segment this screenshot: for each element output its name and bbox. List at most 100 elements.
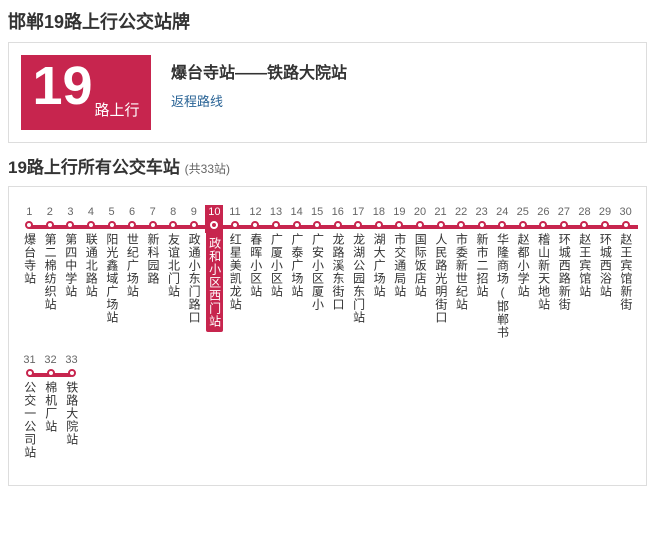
station-stop[interactable]: 5阳光鑫域广场站 [101, 205, 122, 339]
station-name: 第二棉纺织站 [44, 233, 57, 311]
station-stop[interactable]: 17龙湖公园东门站 [348, 205, 369, 339]
station-stop[interactable]: 23 新市二招站 [471, 205, 492, 339]
station-stop[interactable]: 26稽山新天地站 [533, 205, 554, 339]
station-name: 龙湖公园东门站 [352, 233, 365, 324]
station-number: 1 [26, 205, 32, 219]
route-number: 19 [32, 59, 92, 113]
station-name: 人民路光明街口 [434, 233, 447, 324]
station-stop[interactable]: 25赵都小学站 [513, 205, 534, 339]
station-dot-icon [47, 369, 55, 377]
station-name: 湖大广场站 [373, 233, 386, 298]
station-stop[interactable]: 20国际饭店站 [410, 205, 431, 339]
station-stop[interactable]: 30赵王宾馆新街 [615, 205, 636, 339]
station-dot-icon [210, 221, 218, 229]
station-stop[interactable]: 27环城西路新街 [554, 205, 575, 339]
station-stop[interactable]: 33 铁路大院站 [61, 353, 82, 459]
station-dot-icon [46, 221, 54, 229]
station-stop[interactable]: 15广安小区厦小 [307, 205, 328, 339]
section-title-text: 19路上行所有公交车站 [8, 158, 180, 177]
return-route-link[interactable]: 返程路线 [171, 94, 223, 109]
station-name: 赵都小学站 [516, 233, 529, 298]
station-name: 政通小东门路口 [187, 233, 200, 324]
stations-row-2: 31 公交一公司站 32棉机厂站 33 铁路大院站 [19, 353, 636, 459]
station-name: 赵王宾馆站 [578, 233, 591, 298]
station-dot-icon [68, 369, 76, 377]
station-number: 20 [414, 205, 426, 219]
station-stop[interactable]: 2第二棉纺织站 [40, 205, 61, 339]
station-dot-icon [580, 221, 588, 229]
station-number: 8 [170, 205, 176, 219]
station-stop[interactable]: 18湖大广场站 [369, 205, 390, 339]
station-number: 6 [129, 205, 135, 219]
station-number: 16 [332, 205, 344, 219]
station-number: 3 [67, 205, 73, 219]
station-stop[interactable]: 13 广厦小区站 [266, 205, 287, 339]
station-name: 阳光鑫域广场站 [105, 233, 118, 324]
station-name: 广泰广场站 [290, 233, 303, 298]
station-dot-icon [149, 221, 157, 229]
station-dot-icon [293, 221, 301, 229]
station-name: 华隆商场(邯郸书 [496, 233, 509, 339]
station-stop[interactable]: 1爆台寺站 [19, 205, 40, 339]
route-info: 爆台寺站——铁路大院站 返程路线 [171, 55, 347, 130]
page-title: 邯郸19路上行公交站牌 [8, 8, 647, 34]
route-badge: 19 路上行 [21, 55, 151, 130]
station-name: 红星美凯龙站 [229, 233, 242, 311]
station-number: 13 [270, 205, 282, 219]
station-name: 铁路大院站 [65, 381, 78, 446]
station-name: 市委新世纪站 [455, 233, 468, 311]
station-name: 公交一公司站 [23, 381, 36, 459]
station-stop[interactable]: 3第四中学站 [60, 205, 81, 339]
station-number: 19 [393, 205, 405, 219]
station-dot-icon [437, 221, 445, 229]
station-stop[interactable]: 6 世纪广场站 [122, 205, 143, 339]
station-stop[interactable]: 28赵王宾馆站 [574, 205, 595, 339]
station-stop[interactable]: 12春晖小区站 [245, 205, 266, 339]
station-number: 22 [455, 205, 467, 219]
station-name: 新市二招站 [475, 233, 488, 298]
station-stop[interactable]: 4联通北路站 [81, 205, 102, 339]
station-name: 广厦小区站 [270, 233, 283, 298]
station-dot-icon [87, 221, 95, 229]
station-number: 23 [476, 205, 488, 219]
station-stop[interactable]: 9政通小东门路口 [184, 205, 205, 339]
station-number: 27 [558, 205, 570, 219]
station-stop[interactable]: 14 广泰广场站 [286, 205, 307, 339]
station-dot-icon [560, 221, 568, 229]
station-dot-icon [622, 221, 630, 229]
station-number: 24 [496, 205, 508, 219]
station-name: 联通北路站 [85, 233, 98, 298]
route-direction: 路上行 [95, 99, 140, 120]
station-stop[interactable]: 22 市委新世纪站 [451, 205, 472, 339]
stations-diagram: 1爆台寺站2第二棉纺织站3第四中学站4联通北路站5阳光鑫域广场站 6 世纪广场站7新… [8, 186, 647, 486]
station-dot-icon [539, 221, 547, 229]
station-name: 世纪广场站 [126, 233, 139, 298]
stations-section-title: 19路上行所有公交车站 (共33站) [8, 153, 647, 178]
stations-row-1: 1爆台寺站2第二棉纺织站3第四中学站4联通北路站5阳光鑫域广场站 6 世纪广场站7新… [19, 205, 636, 339]
station-stop[interactable]: 24 华隆商场(邯郸书 [492, 205, 513, 339]
station-name: 新科园路 [146, 233, 159, 285]
station-stop[interactable]: 7新科园路 [142, 205, 163, 339]
station-stop[interactable]: 8友谊北门站 [163, 205, 184, 339]
station-dot-icon [128, 221, 136, 229]
station-number: 12 [249, 205, 261, 219]
station-stop[interactable]: 29环城西浴站 [595, 205, 616, 339]
station-count: (共33站) [185, 162, 230, 176]
station-number: 31 [23, 353, 35, 367]
station-number: 33 [65, 353, 77, 367]
station-dot-icon [601, 221, 609, 229]
station-dot-icon [498, 221, 506, 229]
station-stop[interactable]: 21人民路光明街口 [430, 205, 451, 339]
station-stop[interactable]: 19 市交通局站 [389, 205, 410, 339]
station-name: 政和小区西门站 [206, 233, 223, 332]
station-stop[interactable]: 11红星美凯龙站 [225, 205, 246, 339]
station-stop[interactable]: 16 龙路溪东街口 [327, 205, 348, 339]
station-name: 市交通局站 [393, 233, 406, 298]
station-stop[interactable]: 31 公交一公司站 [19, 353, 40, 459]
station-dot-icon [416, 221, 424, 229]
station-dot-icon [334, 221, 342, 229]
station-number: 14 [290, 205, 302, 219]
station-name: 龙路溪东街口 [331, 233, 344, 311]
station-stop[interactable]: 32棉机厂站 [40, 353, 61, 459]
station-stop[interactable]: 10政和小区西门站 [204, 205, 225, 339]
